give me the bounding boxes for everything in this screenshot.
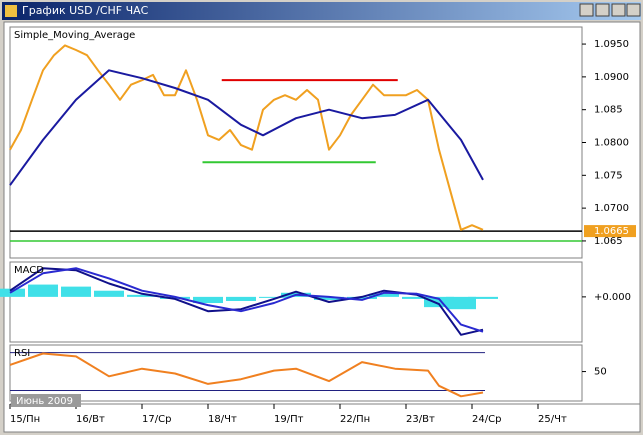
x-tick-label: 19/Пт [274,414,304,425]
histogram-bar [127,294,157,297]
maximize-button[interactable] [595,3,610,17]
y-tick-label: 1.0950 [594,39,629,50]
y-tick-label: 1.0900 [594,72,629,83]
y-tick-label: 1.075 [594,170,623,181]
minimize-button[interactable] [579,3,594,17]
window-buttons [579,3,641,17]
y-tick-label: 1.065 [594,236,623,247]
x-tick-label: 24/Ср [472,414,501,425]
panel-label: Simple_Moving_Average [14,30,135,41]
chart-area [3,21,641,433]
series-line [9,44,484,231]
restore-button[interactable] [611,3,626,17]
window-title: График USD /CHF ЧАС [22,4,149,17]
rsi-panel [9,344,583,402]
histogram-bar [61,286,91,297]
histogram-bar [0,288,25,297]
y-tick-label: 1.085 [594,105,623,116]
histogram-bar [314,296,344,300]
histogram-bar [226,296,256,301]
x-tick-label: 18/Чт [208,414,237,425]
macd-panel [9,261,583,343]
series-line [9,69,484,186]
price-label: 1.0665 [594,226,629,237]
y-tick-label: 1.0700 [594,203,629,214]
series-line [9,267,484,333]
x-tick-label: 17/Ср [142,414,171,425]
histogram-bar [468,296,498,299]
histogram-bar [193,296,223,304]
x-tick-label: 16/Вт [76,414,105,425]
histogram-bar [402,296,432,299]
close-button[interactable] [626,3,641,17]
x-tick-label: 25/Чт [538,414,567,425]
y-tick-label: 50 [594,367,607,378]
histogram-bar [446,296,476,310]
histogram-bar [424,296,454,308]
y-tick-label: 1.0800 [594,138,629,149]
histogram-bar [369,293,399,297]
x-tick-label: 22/Пн [340,414,370,425]
histogram-bar [259,296,289,298]
y-tick-label: +0.000 [594,292,631,303]
period-badge [11,394,81,407]
x-tick-label: 15/Пн [10,414,40,425]
title-bar [2,2,641,20]
x-tick-label: 23/Вт [406,414,435,425]
price-badge [584,225,636,238]
window-icon [5,5,17,17]
histogram-bar [94,290,124,297]
panel-label: RSI [14,348,30,359]
series-line [9,267,484,336]
panel-label: MACD [14,265,44,276]
series-line [9,352,484,398]
histogram-bar [28,284,58,297]
period-label: Июнь 2009 [16,396,73,407]
